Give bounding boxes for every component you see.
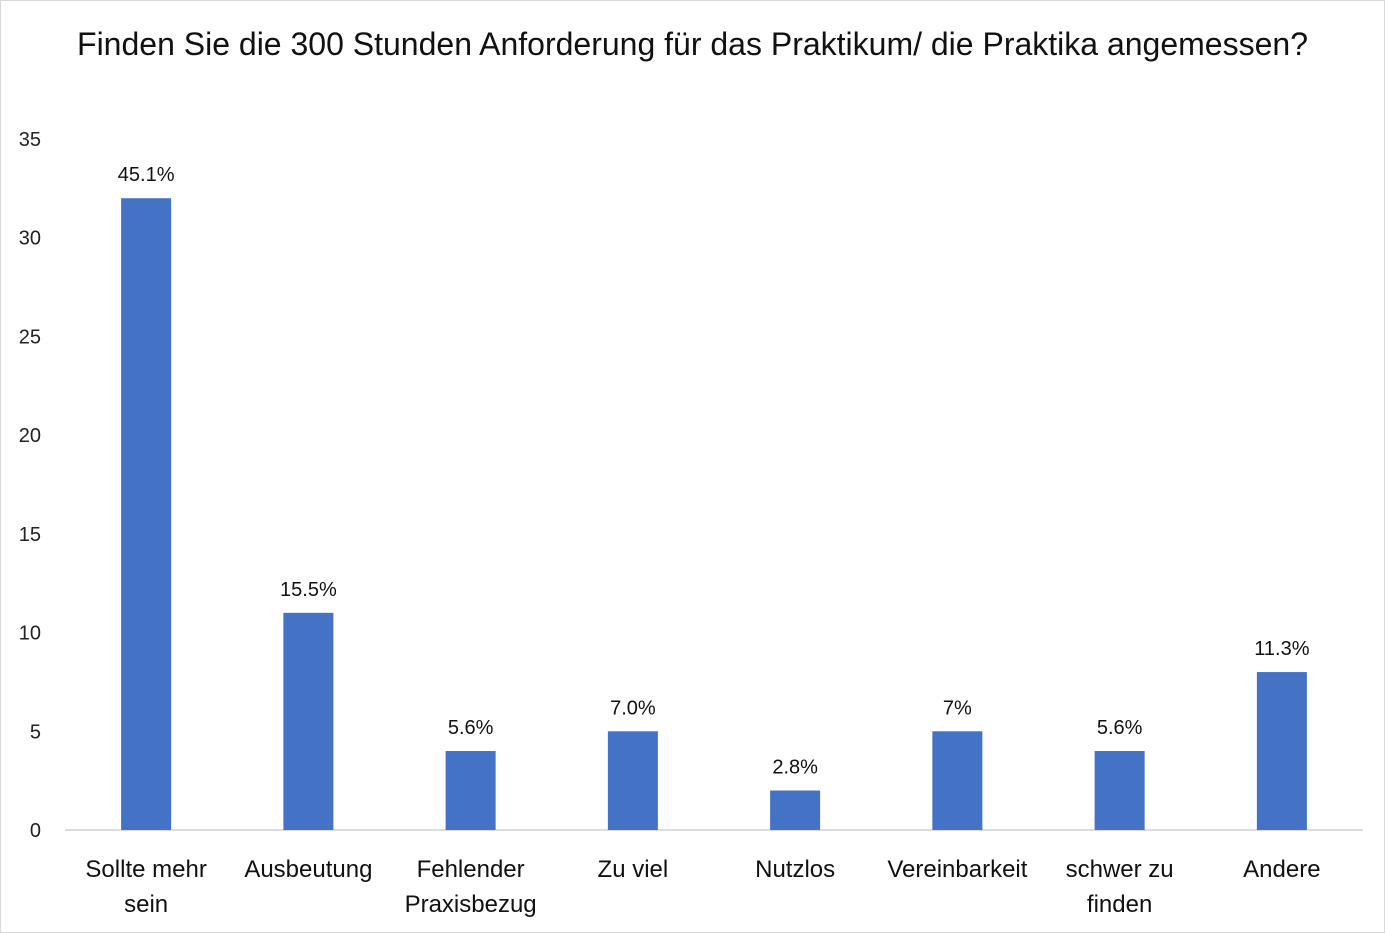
data-label: 5.6%: [1097, 717, 1143, 739]
bar: [1256, 672, 1307, 830]
bar: [607, 731, 658, 830]
chart-title: Finden Sie die 300 Stunden Anforderung f…: [77, 26, 1308, 62]
x-tick-label: schwer zu: [1066, 856, 1174, 883]
x-tick-label: Ausbeutung: [244, 856, 372, 883]
data-label: 5.6%: [448, 717, 494, 739]
y-tick-label: 10: [19, 623, 41, 645]
data-label: 45.1%: [118, 164, 175, 186]
data-label: 7%: [943, 697, 972, 719]
x-tick-label: sein: [124, 891, 168, 918]
x-tick-label: Andere: [1243, 856, 1320, 883]
data-label: 7.0%: [610, 697, 656, 719]
x-tick-label: Fehlender: [417, 856, 525, 883]
x-tick-label: Vereinbarkeit: [887, 856, 1027, 883]
data-label: 11.3%: [1254, 638, 1309, 660]
x-tick-label: Praxisbezug: [405, 891, 537, 918]
y-tick-label: 15: [19, 524, 41, 546]
y-tick-label: 0: [30, 820, 41, 842]
bar: [121, 198, 172, 830]
bar: [283, 612, 334, 830]
y-tick-label: 25: [19, 326, 41, 348]
bar: [445, 751, 496, 830]
bar: [770, 790, 821, 830]
x-tick-label: Sollte mehr: [85, 856, 206, 883]
y-tick-label: 35: [19, 129, 41, 151]
data-label: 2.8%: [772, 757, 818, 779]
x-tick-label: Nutzlos: [755, 856, 835, 883]
bar: [932, 731, 983, 830]
y-tick-label: 20: [19, 425, 41, 447]
x-tick-label: finden: [1087, 891, 1152, 918]
y-tick-label: 5: [30, 721, 41, 743]
x-tick-label: Zu viel: [598, 856, 669, 883]
bar: [1094, 751, 1145, 830]
y-tick-label: 30: [19, 228, 41, 250]
data-label: 15.5%: [280, 579, 337, 601]
